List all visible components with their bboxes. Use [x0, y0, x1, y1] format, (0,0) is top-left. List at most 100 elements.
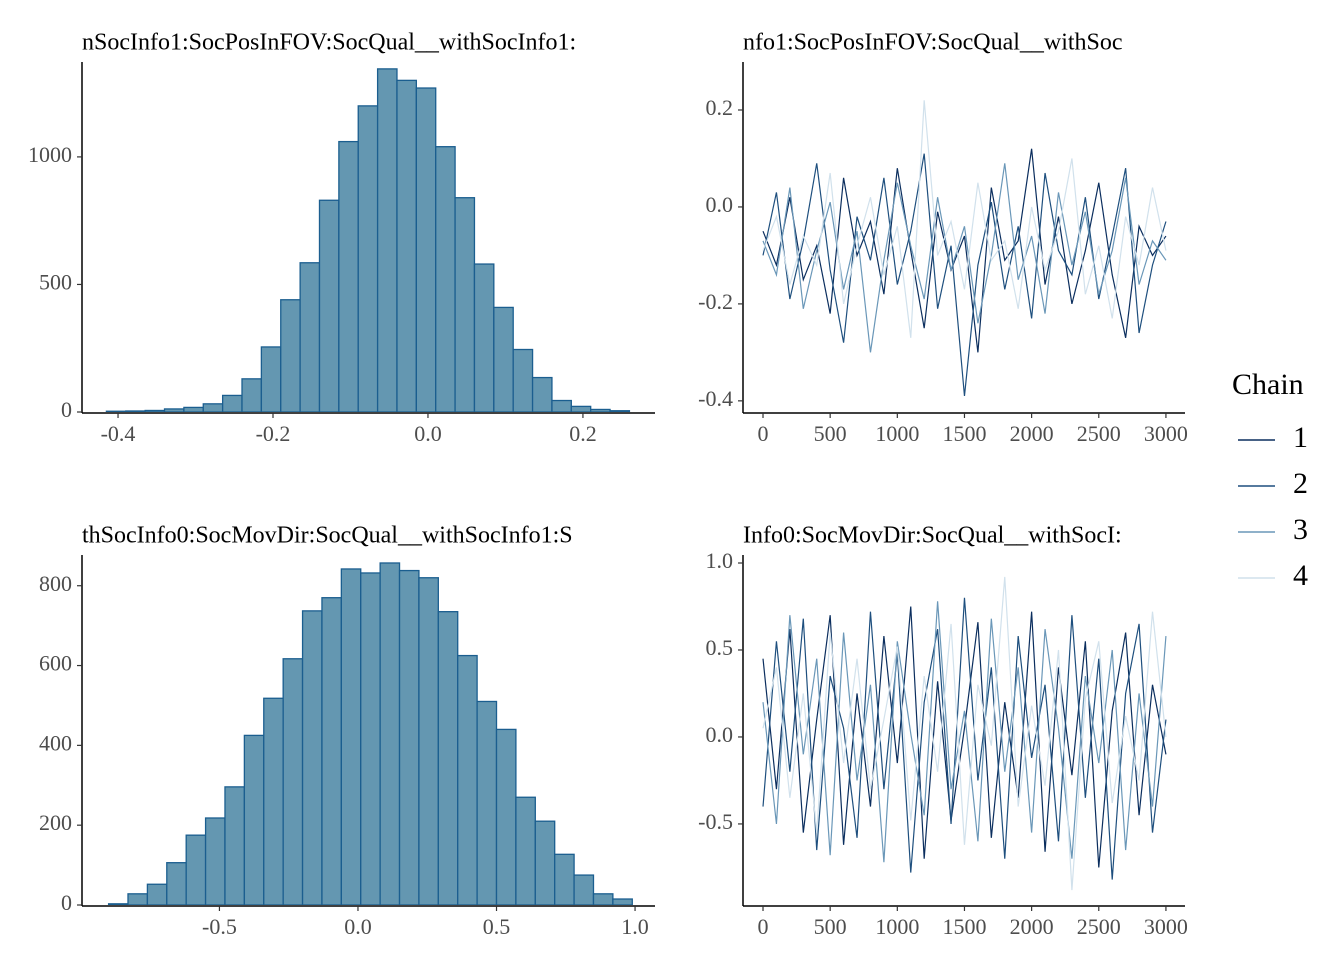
bar	[398, 569, 420, 905]
x-tick-label: 1500	[942, 421, 986, 446]
x-tick-label: -0.4	[101, 421, 136, 446]
bar	[396, 79, 417, 412]
trace-line	[762, 576, 1167, 891]
bar	[204, 817, 226, 905]
x-tick-label: 0.0	[414, 421, 442, 446]
bar	[379, 562, 401, 905]
bar	[418, 577, 439, 905]
bar	[282, 658, 304, 905]
bar	[437, 611, 459, 905]
x-tick-label: 0	[758, 914, 769, 939]
y-tick-label: 400	[39, 730, 72, 755]
bar	[454, 197, 476, 412]
x-tick-label: -0.2	[256, 421, 291, 446]
panel: nSocInfo1:SocPosInFOV:SocQual__withSocIn…	[28, 30, 655, 446]
bar	[376, 68, 398, 412]
bar	[125, 410, 146, 412]
trace-line	[762, 148, 1167, 353]
bar	[551, 399, 572, 412]
trace-line	[762, 163, 1167, 353]
bar	[476, 700, 498, 905]
bar	[612, 898, 633, 905]
y-tick-label: 1.0	[706, 548, 734, 573]
plot-area	[107, 562, 633, 905]
bar	[340, 568, 362, 905]
bar	[127, 893, 149, 905]
plot-area	[762, 100, 1167, 397]
bar	[163, 408, 185, 412]
bar	[473, 263, 495, 412]
bar	[107, 903, 129, 905]
y-tick-label: 0	[61, 890, 72, 915]
bar	[221, 394, 243, 412]
y-tick-label: 500	[39, 269, 72, 294]
bar	[241, 378, 263, 412]
bar	[243, 734, 265, 905]
bar	[146, 883, 168, 905]
x-tick-label: 500	[814, 914, 847, 939]
bar	[609, 410, 631, 412]
bar	[166, 862, 187, 905]
x-tick-label: -0.5	[202, 914, 237, 939]
panel: thSocInfo0:SocMovDir:SocQual__withSocInf…	[39, 523, 655, 939]
x-tick-label: 2000	[1010, 914, 1054, 939]
x-tick-label: 2500	[1077, 421, 1121, 446]
bar	[299, 262, 321, 412]
bar	[515, 796, 536, 905]
bar	[185, 834, 207, 905]
y-tick-label: 0.0	[706, 192, 734, 217]
bar	[457, 654, 478, 905]
x-tick-label: 0	[758, 421, 769, 446]
bar	[570, 405, 592, 412]
x-tick-label: 500	[814, 421, 847, 446]
trace-line	[762, 601, 1167, 863]
y-tick-label: -0.4	[698, 386, 733, 411]
plot-area	[105, 68, 631, 412]
bar	[512, 348, 534, 412]
bar	[202, 403, 224, 412]
y-tick-label: -0.5	[698, 809, 733, 834]
bar	[590, 408, 611, 412]
bar	[435, 146, 456, 412]
trace-line	[762, 597, 1167, 880]
bar	[573, 874, 595, 905]
y-tick-label: 1000	[28, 142, 72, 167]
bar	[183, 406, 204, 412]
x-tick-label: 0.5	[483, 914, 511, 939]
x-tick-label: 2000	[1010, 421, 1054, 446]
x-tick-label: 3000	[1144, 421, 1188, 446]
bar	[301, 610, 323, 905]
x-tick-label: 0.0	[344, 914, 372, 939]
bar	[321, 597, 342, 905]
panel: nfo1:SocPosInFOV:SocQual__withSoc 0 500 100…	[698, 30, 1188, 447]
bar	[263, 697, 284, 905]
bar	[357, 105, 379, 412]
y-tick-label: 800	[39, 571, 72, 596]
legend-label: 3	[1293, 513, 1308, 546]
bar	[592, 893, 614, 905]
bar	[415, 87, 437, 412]
trace-line	[762, 606, 1167, 868]
x-tick-label: 2500	[1077, 914, 1121, 939]
bar	[318, 199, 340, 412]
y-tick-label: 600	[39, 651, 72, 676]
panel: Info0:SocMovDir:SocQual__withSocI: 0 500 10…	[698, 523, 1188, 940]
x-tick-label: 1000	[875, 421, 919, 446]
bar	[144, 409, 166, 412]
bar	[534, 820, 556, 905]
panel-title: thSocInfo0:SocMovDir:SocQual__withSocInf…	[82, 523, 573, 549]
bar	[360, 572, 381, 905]
trace-line	[762, 153, 1167, 397]
legend-label: 2	[1293, 467, 1308, 500]
y-tick-label: 0.0	[706, 722, 734, 747]
panel-title: nfo1:SocPosInFOV:SocQual__withSoc	[743, 30, 1123, 56]
bar	[224, 786, 246, 905]
bar	[495, 728, 517, 905]
bar	[280, 299, 301, 412]
legend-label: 4	[1293, 559, 1308, 592]
x-tick-label: 1.0	[621, 914, 649, 939]
bar	[260, 346, 282, 412]
y-tick-label: 0	[61, 397, 72, 422]
